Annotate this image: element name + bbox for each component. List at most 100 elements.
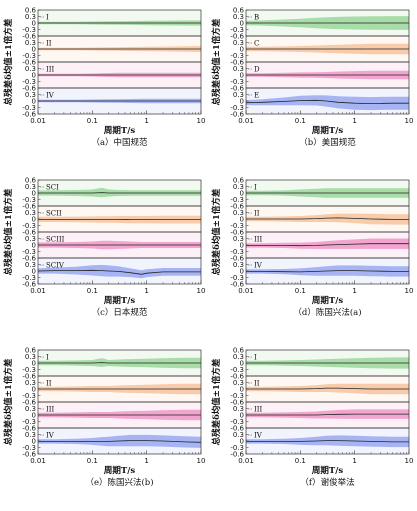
panel-3: SCI0.60.30-0.3-0.6SCII0.30-0.3-0.6SCIII0… [3, 176, 205, 318]
y-tick-label: 0 [240, 189, 244, 197]
x-axis-label: 周期T/s [104, 295, 135, 306]
strip-D: D0.30-0.3-0.6 [230, 61, 410, 92]
y-tick-label: 0 [32, 267, 36, 275]
y-tick-label: -0.3 [230, 222, 244, 230]
y-tick-label: 0.3 [233, 91, 244, 99]
y-tick-label: 0 [240, 71, 244, 79]
y-tick-label: -0.6 [22, 280, 36, 288]
y-tick-label: 0.3 [233, 209, 244, 217]
y-tick-label: -0.6 [230, 84, 244, 92]
y-axis-label: 总残差δ均值±1倍方差 [211, 18, 222, 105]
y-tick-label: 0.6 [25, 6, 37, 14]
y-tick-label: 0 [240, 241, 244, 249]
panel-caption: （d）陈国兴法(a) [293, 307, 361, 318]
panel-5: I0.60.30-0.3-0.6II0.30-0.3-0.6III0.30-0.… [3, 346, 205, 488]
y-tick-label: -0.3 [22, 78, 36, 86]
strip-I: I 0.60.30-0.3-0.6 [22, 346, 202, 380]
y-tick-label: 0.3 [233, 261, 244, 269]
band-IV [246, 435, 409, 448]
y-tick-label: -0.6 [22, 450, 36, 458]
series-label-E: E [254, 92, 259, 100]
y-tick-label: 0.3 [25, 431, 36, 439]
series-label-B: B [254, 14, 259, 22]
series-label-SCII: SCII [46, 210, 62, 218]
y-tick-label: 0.6 [233, 176, 245, 184]
y-tick-label: -0.6 [230, 254, 244, 262]
series-label-I: I [254, 184, 257, 192]
y-tick-label: -0.6 [22, 398, 36, 406]
y-tick-label: -0.6 [230, 372, 244, 380]
y-tick-label: -0.3 [230, 78, 244, 86]
mean-line-SCIV [37, 269, 201, 275]
panel-6: I0.60.30-0.3-0.6II0.30-0.3-0.6III0.30-0.… [211, 346, 413, 488]
band-III [246, 238, 409, 249]
strip-E: E0.30-0.3-0.6 [230, 87, 410, 118]
y-tick-label: -0.6 [230, 280, 244, 288]
series-label-II: II [46, 380, 52, 388]
y-tick-label: 0.3 [25, 91, 36, 99]
y-tick-label: -0.6 [22, 84, 36, 92]
strip-I: I 0.60.30-0.3-0.6 [22, 6, 202, 40]
y-tick-label: 0 [240, 97, 244, 105]
panel-caption: （f）谢俊举法 [300, 477, 354, 488]
y-tick-label: 0.3 [233, 39, 244, 47]
x-tick-label: 1 [144, 287, 148, 295]
mean-line-II [246, 387, 409, 390]
y-tick-label: 0.6 [25, 346, 37, 354]
x-axis-label: 周期T/s [104, 125, 135, 136]
y-tick-label: -0.3 [230, 366, 244, 374]
x-tick-label: 0.01 [30, 287, 46, 295]
y-tick-label: -0.6 [230, 450, 244, 458]
band-IV [38, 434, 201, 448]
y-tick-label: 0.3 [25, 235, 36, 243]
x-tick-label: 0.01 [30, 457, 46, 465]
strip-IV: IV0.30-0.3-0.6 [22, 87, 202, 118]
x-tick-label: 10 [197, 117, 206, 125]
panel-4: I0.60.30-0.3-0.6II0.30-0.3-0.6III0.30-0.… [211, 176, 413, 318]
band-E [246, 95, 409, 111]
y-tick-label: -0.6 [230, 110, 244, 118]
x-tick-label: 1 [352, 287, 356, 295]
series-label-III: III [254, 236, 263, 244]
series-label-II: II [46, 40, 52, 48]
y-tick-label: -0.6 [230, 58, 244, 66]
x-tick-label: 10 [405, 117, 414, 125]
y-tick-label: 0 [32, 45, 36, 53]
y-axis-label: 总残差δ均值±1倍方差 [211, 188, 222, 275]
y-tick-label: -0.3 [22, 392, 36, 400]
x-tick-label: 0.01 [30, 117, 46, 125]
series-label-I: I [254, 354, 257, 362]
y-tick-label: -0.3 [230, 26, 244, 34]
y-tick-label: 0 [240, 45, 244, 53]
series-label-IV: IV [46, 432, 55, 440]
y-tick-label: 0.3 [233, 353, 244, 361]
y-tick-label: 0 [32, 19, 36, 27]
band-III [246, 409, 409, 419]
mean-line-III [246, 243, 409, 247]
panel-2: B0.60.30-0.3-0.6C0.30-0.3-0.6D0.30-0.3-0… [211, 6, 413, 148]
y-tick-label: 0.3 [233, 405, 244, 413]
x-tick-label: 1 [144, 117, 148, 125]
y-tick-label: -0.6 [22, 372, 36, 380]
y-tick-label: 0 [240, 385, 244, 393]
y-tick-label: 0.6 [233, 346, 245, 354]
y-tick-label: -0.3 [230, 248, 244, 256]
y-tick-label: -0.3 [230, 418, 244, 426]
x-tick-label: 1 [352, 117, 356, 125]
mean-line-E [245, 99, 409, 105]
y-tick-label: -0.3 [230, 274, 244, 282]
series-label-I: I [46, 14, 49, 22]
y-tick-label: 0 [32, 71, 36, 79]
y-tick-label: 0.3 [25, 209, 36, 217]
y-tick-label: -0.6 [22, 110, 36, 118]
y-tick-label: 0 [32, 411, 36, 419]
y-tick-label: -0.6 [22, 228, 36, 236]
strip-II: II0.30-0.3-0.6 [22, 35, 202, 66]
x-axis-label: 周期T/s [312, 125, 343, 136]
y-tick-label: -0.6 [22, 254, 36, 262]
panel-caption: （c）日本规范 [92, 307, 148, 318]
panel-1: I0.60.30-0.3-0.6II0.30-0.3-0.6III0.30-0.… [3, 6, 205, 148]
